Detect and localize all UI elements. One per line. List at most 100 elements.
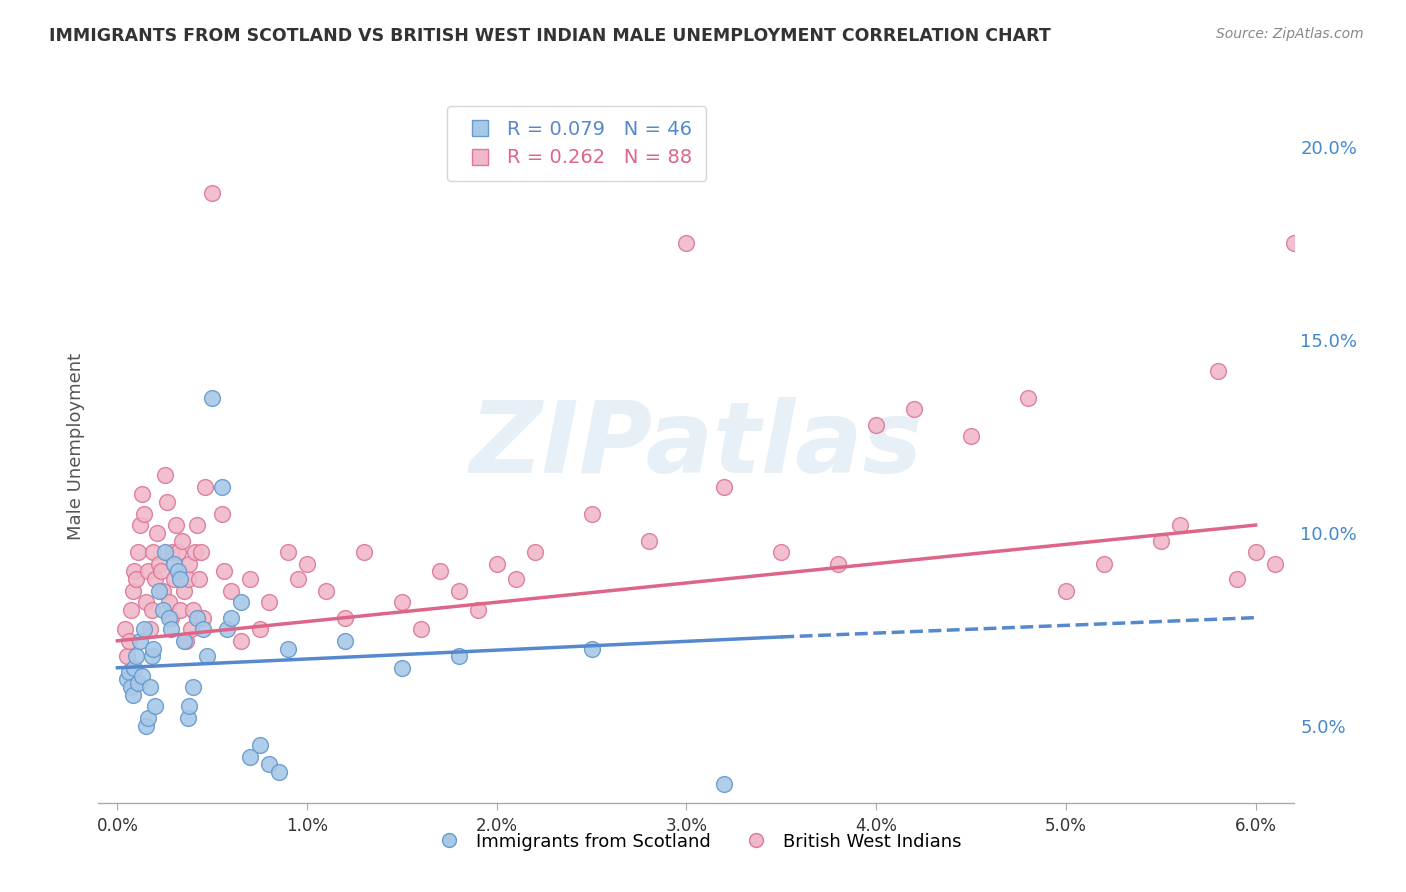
Point (170, 533, 193, 548)
Point (173, 633, 195, 648)
Point (1168, 518, 1191, 533)
Point (157, 595, 180, 609)
Point (188, 572, 211, 586)
Point (125, 572, 148, 586)
Point (409, 622, 432, 636)
Point (1092, 557, 1115, 571)
Point (143, 699, 166, 714)
Point (125, 649, 148, 664)
Point (180, 622, 202, 636)
Point (153, 545, 176, 559)
Point (159, 622, 181, 636)
Point (146, 525, 169, 540)
Point (186, 518, 208, 533)
Point (211, 479, 233, 493)
Point (201, 391, 224, 405)
Point (713, 776, 735, 790)
Point (136, 711, 159, 725)
Point (287, 572, 309, 586)
Point (637, 533, 659, 548)
Point (195, 649, 218, 664)
Point (581, 507, 603, 521)
Point (118, 633, 141, 648)
Point (167, 545, 190, 559)
Text: Source: ZipAtlas.com: Source: ZipAtlas.com (1216, 27, 1364, 41)
Text: IMMIGRANTS FROM SCOTLAND VS BRITISH WEST INDIAN MALE UNEMPLOYMENT CORRELATION CH: IMMIGRANTS FROM SCOTLAND VS BRITISH WEST… (49, 27, 1050, 45)
Point (141, 603, 163, 617)
Point (1150, 533, 1173, 548)
Point (239, 749, 262, 764)
Point (865, 417, 887, 432)
Point (114, 622, 136, 636)
Point (194, 479, 217, 493)
Point (212, 565, 235, 579)
Point (249, 738, 271, 752)
Point (121, 688, 143, 702)
Point (179, 699, 201, 714)
Point (127, 545, 149, 559)
Point (115, 673, 138, 687)
Point (675, 236, 697, 251)
Point (1282, 236, 1305, 251)
Point (211, 507, 233, 521)
Point (142, 545, 165, 559)
Point (229, 595, 252, 609)
Point (315, 583, 337, 598)
Text: ZIPatlas: ZIPatlas (470, 398, 922, 494)
Point (169, 603, 191, 617)
Point (191, 610, 214, 624)
Point (179, 557, 201, 571)
Point (485, 557, 508, 571)
Point (143, 572, 166, 586)
Point (150, 565, 173, 579)
Point (186, 610, 208, 624)
Y-axis label: Male Unemployment: Male Unemployment (66, 352, 84, 540)
Point (124, 565, 146, 579)
Point (353, 545, 375, 559)
Point (157, 610, 180, 624)
Point (827, 557, 849, 571)
Point (770, 545, 793, 559)
Point (162, 545, 184, 559)
Point (960, 429, 983, 443)
Point (138, 680, 160, 694)
Point (1226, 572, 1249, 586)
Point (148, 557, 170, 571)
Point (249, 622, 271, 636)
Point (190, 545, 212, 559)
Point (152, 603, 174, 617)
Point (152, 583, 174, 598)
Point (131, 487, 153, 501)
Point (129, 518, 152, 533)
Point (1017, 391, 1039, 405)
Point (131, 668, 153, 682)
Point (257, 757, 280, 772)
Point (167, 565, 190, 579)
Point (257, 595, 280, 609)
Point (1339, 417, 1361, 432)
Point (129, 633, 152, 648)
Point (121, 583, 143, 598)
Point (391, 595, 413, 609)
Point (138, 622, 160, 636)
Point (1054, 583, 1077, 598)
Point (229, 633, 252, 648)
Point (120, 603, 142, 617)
Point (159, 610, 181, 624)
Point (1206, 364, 1229, 378)
Point (156, 495, 179, 509)
Point (181, 680, 204, 694)
Point (239, 572, 262, 586)
Point (903, 402, 925, 417)
Point (181, 603, 204, 617)
Point (127, 676, 149, 690)
Point (267, 764, 290, 779)
Point (217, 622, 239, 636)
Point (184, 545, 207, 559)
Point (124, 661, 146, 675)
Point (277, 545, 299, 559)
Point (174, 633, 197, 648)
Point (447, 583, 470, 598)
Point (391, 661, 413, 675)
Point (581, 641, 603, 656)
